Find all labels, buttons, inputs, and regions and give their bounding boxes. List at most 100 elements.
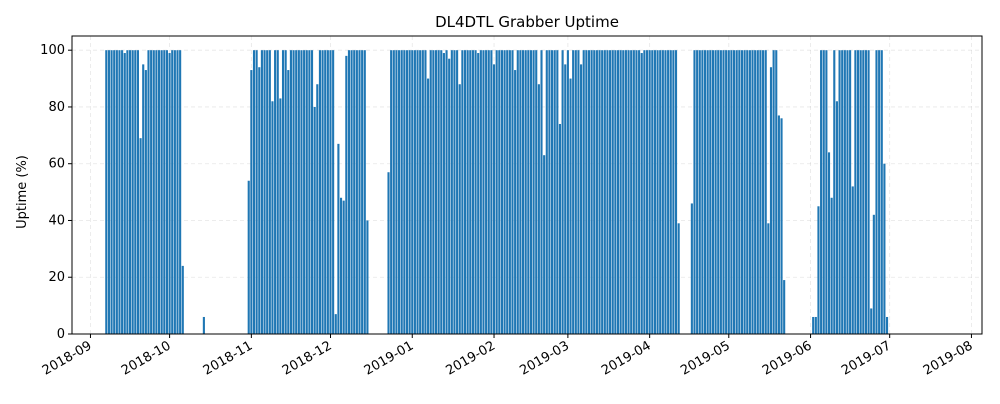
uptime-bar <box>611 50 614 334</box>
uptime-bar <box>400 50 403 334</box>
uptime-bar <box>390 50 393 334</box>
uptime-bar <box>701 50 704 334</box>
uptime-bar <box>310 50 314 334</box>
uptime-bar <box>717 50 720 334</box>
uptime-bar <box>862 50 865 334</box>
uptime-bar <box>841 50 844 334</box>
uptime-bar <box>635 50 638 334</box>
uptime-bar <box>363 50 366 334</box>
uptime-bar <box>260 50 263 334</box>
uptime-bar <box>482 50 485 334</box>
uptime-bar <box>387 172 390 334</box>
x-tick-label: 2019-06 <box>760 338 815 378</box>
uptime-bar <box>730 50 733 334</box>
uptime-bar <box>271 101 274 335</box>
uptime-bar <box>669 50 672 334</box>
uptime-bar <box>727 50 730 334</box>
uptime-bar <box>653 50 656 334</box>
uptime-bar <box>358 50 361 334</box>
uptime-bar <box>595 50 598 334</box>
uptime-bar <box>775 50 778 334</box>
uptime-bar <box>432 50 435 334</box>
uptime-bar <box>445 50 448 334</box>
uptime-bar <box>514 70 517 335</box>
uptime-bar <box>508 50 511 334</box>
uptime-bar <box>440 50 443 334</box>
uptime-bar <box>279 98 282 334</box>
uptime-bar <box>107 50 110 334</box>
uptime-bar <box>693 50 696 334</box>
uptime-bar <box>558 123 562 334</box>
uptime-bar <box>126 50 129 334</box>
uptime-bar <box>136 50 139 334</box>
uptime-bar <box>606 50 609 334</box>
uptime-bar <box>725 50 728 334</box>
uptime-bar <box>864 50 867 334</box>
uptime-bar <box>308 50 311 334</box>
uptime-bar <box>598 50 601 334</box>
uptime-bar <box>345 55 348 334</box>
uptime-bar <box>456 50 459 334</box>
y-tick-label: 0 <box>57 327 65 342</box>
uptime-bar <box>408 50 411 334</box>
uptime-bar <box>316 84 319 334</box>
uptime-bar <box>424 50 427 334</box>
uptime-bar <box>762 50 765 334</box>
uptime-bar <box>392 50 395 334</box>
uptime-bar <box>113 50 116 334</box>
uptime-bar <box>690 203 693 334</box>
uptime-bar <box>461 50 464 334</box>
uptime-bar <box>490 50 493 334</box>
uptime-bar <box>656 50 659 334</box>
uptime-bar <box>144 70 147 335</box>
uptime-bar <box>160 50 163 334</box>
uptime-bar <box>846 50 849 334</box>
uptime-bar <box>281 50 285 334</box>
uptime-bar <box>817 206 820 334</box>
uptime-bar <box>326 50 329 334</box>
uptime-bar <box>466 50 469 334</box>
uptime-bar <box>121 50 124 334</box>
uptime-bar <box>303 50 306 334</box>
uptime-bar <box>324 50 327 334</box>
uptime-bar <box>500 50 503 334</box>
uptime-bar <box>413 50 416 334</box>
uptime-bar <box>342 200 345 334</box>
uptime-bar <box>292 50 295 334</box>
uptime-bar <box>300 50 303 334</box>
uptime-bar <box>674 50 678 334</box>
x-tick-label: 2019-07 <box>839 338 894 378</box>
uptime-bar <box>585 50 588 334</box>
x-tick-label: 2018-10 <box>119 338 174 378</box>
uptime-bar <box>498 50 501 334</box>
uptime-bar <box>152 50 155 334</box>
uptime-bar <box>843 50 846 334</box>
uptime-bar <box>767 223 770 334</box>
uptime-bar <box>838 50 841 334</box>
uptime-bar <box>564 64 567 334</box>
uptime-bar <box>820 50 823 334</box>
uptime-bar <box>880 50 883 334</box>
uptime-bar <box>601 50 604 334</box>
uptime-bar <box>305 50 308 334</box>
uptime-bar <box>545 50 548 334</box>
uptime-bar <box>735 50 738 334</box>
uptime-bar <box>830 197 833 334</box>
uptime-bar <box>171 50 174 334</box>
uptime-bar <box>516 50 519 334</box>
uptime-bar <box>274 50 277 334</box>
uptime-bar <box>334 314 337 334</box>
uptime-bar <box>616 50 620 334</box>
uptime-bar <box>366 220 369 334</box>
uptime-bar <box>453 50 456 334</box>
uptime-bar <box>474 50 477 334</box>
uptime-bar <box>537 84 540 334</box>
uptime-bar <box>139 138 142 334</box>
uptime-bar <box>355 50 358 334</box>
uptime-bar <box>252 50 256 334</box>
uptime-bar <box>748 50 751 334</box>
uptime-bar <box>743 50 746 334</box>
uptime-bar <box>519 50 522 334</box>
uptime-bar <box>405 50 409 334</box>
